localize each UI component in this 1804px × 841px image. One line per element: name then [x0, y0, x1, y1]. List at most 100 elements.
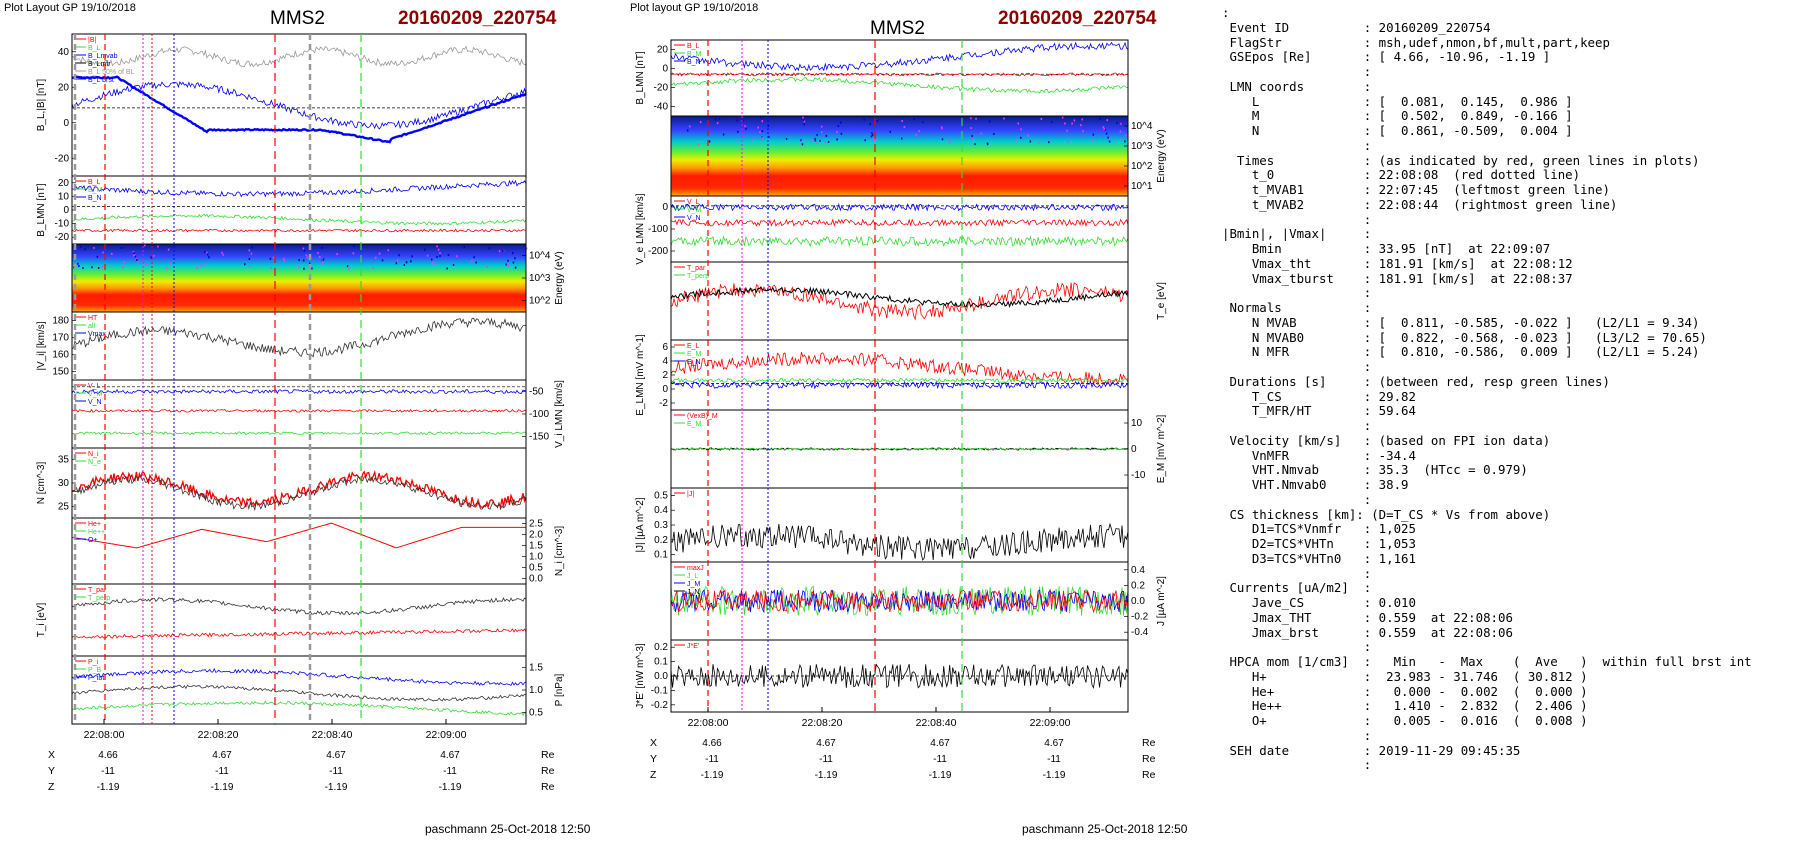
- y-axis-label: N_i [cm^-3]: [554, 526, 565, 576]
- panel-9: 0.2 0.1 0.0 -0.1 -0.2 J*E' [nW m^-3] J*E': [635, 639, 1129, 713]
- y-tick-label: -10: [1131, 470, 1146, 481]
- spectrogram-speckle: [970, 117, 972, 120]
- y-tick-label: 10^3: [1131, 141, 1153, 152]
- coord-value: -11: [705, 754, 719, 765]
- spectrogram-speckle: [507, 264, 510, 267]
- spacecraft-title: MMS2: [870, 18, 925, 39]
- panel-6: 10 0 -10 E_M [mV m^-2] (VexB)_ME_M: [670, 409, 1167, 489]
- spectrogram-speckle: [206, 253, 209, 256]
- legend-entry: T_par: [88, 587, 107, 594]
- spectrogram-speckle: [381, 259, 384, 262]
- spectrogram-speckle: [1020, 136, 1022, 139]
- y-tick-label: -40: [654, 102, 669, 113]
- spectrogram-speckle: [722, 133, 725, 136]
- coord-row-name: Y: [650, 753, 657, 765]
- spectrogram-speckle: [1064, 122, 1066, 125]
- summary-line: Jmax_THT : 0.559 at 22:08:06: [1222, 610, 1513, 625]
- panel-1: 20 0 -20 -40 B_LMN [nT] B_LB_MB_N: [635, 39, 1129, 117]
- y-axis-label: V_e LMN [km/s]: [635, 193, 646, 264]
- y-tick-label: -20: [55, 232, 70, 243]
- spectrogram-speckle: [820, 125, 823, 128]
- y-axis-label: P [nPa]: [554, 673, 565, 706]
- coord-value: -1.19: [929, 770, 952, 781]
- summary-line: N : [ 0.861, -0.509, 0.004 ]: [1222, 124, 1573, 138]
- y-tick-label: -0.4: [1131, 627, 1149, 638]
- series-line: [71, 75, 527, 144]
- spectrogram-speckle: [988, 120, 991, 123]
- coord-row-name: Z: [48, 781, 55, 793]
- summary-line: t_MVAB1 : 22:07:45 (leftmost green line): [1222, 183, 1610, 197]
- spectrogram-speckle: [1029, 140, 1032, 143]
- summary-line: Velocity [km/s] : (based on FPI ion data…: [1222, 433, 1551, 448]
- y-axis-label: E_M [mV m^-2]: [1156, 414, 1167, 483]
- summary-line: FlagStr : msh,udef,nmon,bf,mult,part,kee…: [1222, 35, 1610, 50]
- series-line: [670, 218, 1129, 228]
- spectrogram-speckle: [374, 256, 377, 259]
- spectrogram-speckle: [752, 138, 754, 141]
- series-line: [71, 317, 527, 358]
- series-line: [71, 522, 526, 549]
- spectrogram-speckle: [306, 256, 309, 259]
- spectrogram-speckle: [135, 257, 138, 260]
- summary-line: :: [1222, 65, 1372, 79]
- series-line: [670, 588, 1129, 614]
- panel-7: 0.5 0.4 0.3 0.2 0.1 |J| [µA m^-2] |J|: [635, 487, 1129, 563]
- spectrogram-speckle: [801, 117, 803, 120]
- spectrogram-speckle: [91, 266, 93, 269]
- legend-entry: maxJ: [687, 565, 704, 572]
- series-line: [71, 597, 527, 616]
- spectrogram-speckle: [913, 118, 915, 121]
- layout-label: Plot Layout GP 19/10/2018: [4, 2, 136, 14]
- coord-unit: Re: [1142, 769, 1156, 781]
- spectrogram-speckle: [825, 134, 828, 137]
- summary-line: VHT.Nmvab0 : 38.9: [1222, 478, 1409, 492]
- spectrogram-speckle: [153, 244, 155, 247]
- spectrogram-speckle: [993, 132, 995, 135]
- spectrogram-speckle: [811, 139, 813, 142]
- coord-value: -1.19: [1043, 770, 1066, 781]
- spectrogram-speckle: [1091, 139, 1093, 142]
- legend-entry: J_N: [687, 589, 699, 596]
- spectrogram-speckle: [439, 252, 441, 255]
- spectrogram-speckle: [970, 127, 972, 130]
- series-line: [670, 380, 1129, 390]
- energy-spectrogram: [72, 244, 526, 312]
- spectrogram-speckle: [84, 248, 86, 251]
- summary-line: L : [ 0.081, 0.145, 0.986 ]: [1222, 94, 1573, 109]
- y-tick-label: 30: [58, 478, 70, 489]
- series-line: [670, 351, 1129, 386]
- panel-7: 2.52.01.51.00.50.0 N_i [cm^-3] He+He++O+: [71, 517, 565, 585]
- summary-line: LMN coords :: [1222, 79, 1372, 94]
- spectrogram-speckle: [814, 139, 817, 142]
- y-tick-label: -100: [648, 224, 668, 235]
- spectrogram-speckle: [761, 137, 763, 140]
- spectrogram-speckle: [308, 262, 311, 265]
- spectrogram-speckle: [144, 244, 146, 247]
- y-axis-label: Energy (eV): [554, 251, 565, 304]
- spectrogram-speckle: [475, 261, 477, 264]
- spectrogram-speckle: [836, 138, 838, 141]
- series-line: [71, 408, 527, 413]
- spectrogram-speckle: [1124, 140, 1126, 143]
- spectrogram-speckle: [77, 262, 79, 265]
- spectrogram-speckle: [736, 119, 738, 122]
- spectrogram-speckle: [387, 249, 390, 252]
- spectrogram-speckle: [708, 140, 711, 143]
- spectrogram-speckle: [199, 264, 202, 267]
- spectrogram-speckle: [903, 125, 906, 128]
- spectrogram-speckle: [901, 137, 903, 140]
- footer-credit: paschmann 25-Oct-2018 12:50: [1022, 822, 1188, 836]
- y-axis-label: E_LMN [mV m^-1]: [635, 334, 646, 416]
- spectrogram-speckle: [1120, 122, 1122, 125]
- spectrogram-speckle: [901, 120, 903, 123]
- spectrogram-speckle: [318, 255, 321, 258]
- spectrogram-speckle: [506, 263, 509, 266]
- coord-value: -1.19: [211, 782, 234, 793]
- panel-frame: [71, 311, 527, 381]
- spectrogram-speckle: [432, 261, 434, 264]
- spectrogram-speckle: [986, 143, 989, 146]
- y-axis-label: V_i LMN [km/s]: [554, 380, 565, 448]
- y-axis-label: Energy (eV): [1156, 129, 1167, 182]
